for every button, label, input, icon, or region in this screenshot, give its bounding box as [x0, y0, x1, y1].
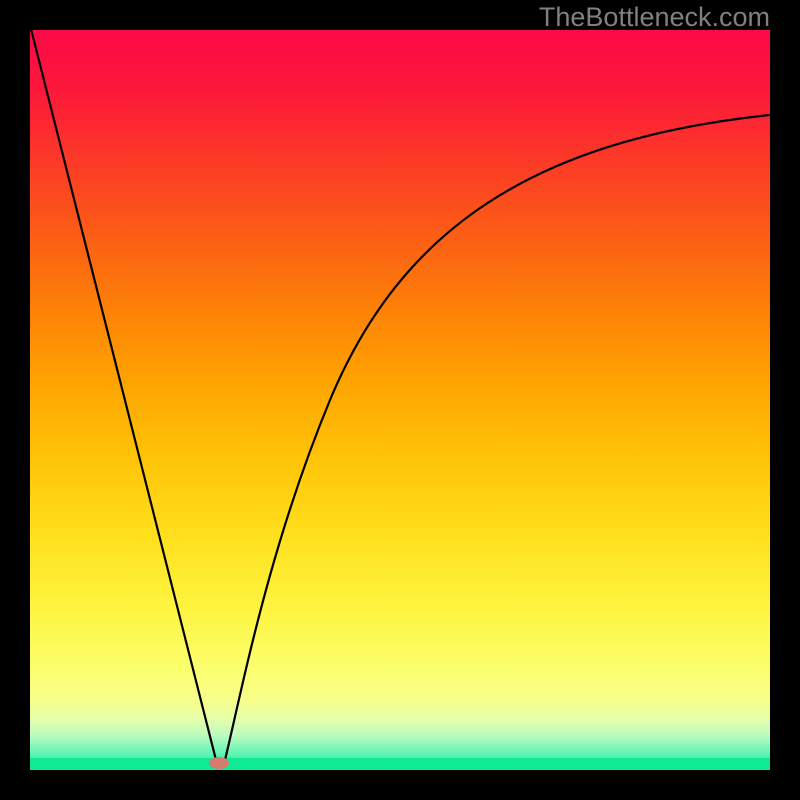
curve-minimum-marker [209, 757, 229, 769]
chart-stage: TheBottleneck.com [0, 0, 800, 800]
chart-curve-layer [0, 0, 800, 800]
curve-left-branch [30, 25, 216, 760]
curve-right-branch [225, 115, 770, 760]
watermark-text: TheBottleneck.com [539, 2, 770, 33]
